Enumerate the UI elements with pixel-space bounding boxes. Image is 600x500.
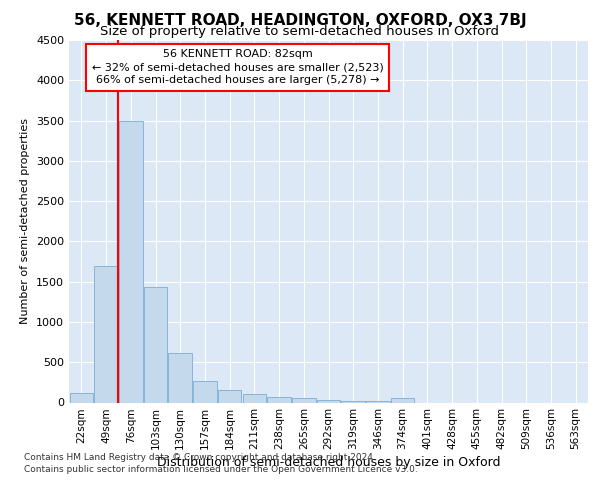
Bar: [169, 352, 192, 403]
Bar: [317, 400, 340, 402]
Bar: [242, 394, 266, 402]
Text: Contains HM Land Registry data © Crown copyright and database right 2024.: Contains HM Land Registry data © Crown c…: [24, 452, 376, 462]
Text: 56, KENNETT ROAD, HEADINGTON, OXFORD, OX3 7BJ: 56, KENNETT ROAD, HEADINGTON, OXFORD, OX…: [74, 12, 526, 28]
Bar: [218, 390, 241, 402]
Bar: [391, 398, 415, 402]
Text: Size of property relative to semi-detached houses in Oxford: Size of property relative to semi-detach…: [101, 25, 499, 38]
Bar: [144, 288, 167, 403]
Bar: [94, 266, 118, 402]
Text: Contains public sector information licensed under the Open Government Licence v3: Contains public sector information licen…: [24, 465, 418, 474]
X-axis label: Distribution of semi-detached houses by size in Oxford: Distribution of semi-detached houses by …: [157, 456, 500, 469]
Bar: [268, 397, 291, 402]
Text: 56 KENNETT ROAD: 82sqm
← 32% of semi-detached houses are smaller (2,523)
66% of : 56 KENNETT ROAD: 82sqm ← 32% of semi-det…: [92, 49, 383, 86]
Y-axis label: Number of semi-detached properties: Number of semi-detached properties: [20, 118, 31, 324]
Bar: [193, 381, 217, 402]
Bar: [70, 393, 93, 402]
Bar: [341, 401, 365, 402]
Bar: [119, 120, 143, 402]
Bar: [292, 398, 316, 402]
